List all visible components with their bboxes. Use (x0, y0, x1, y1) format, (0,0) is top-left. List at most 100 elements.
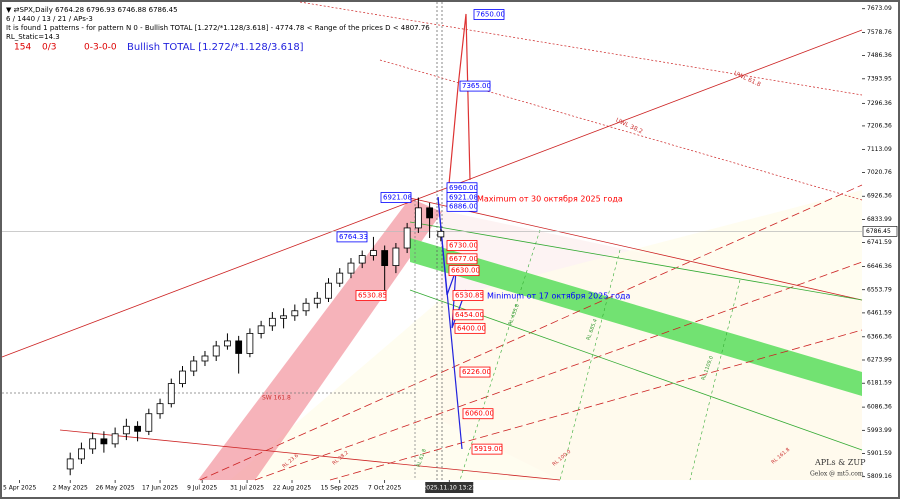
fork-line (329, 329, 863, 481)
x-tick-label: 2025.11.10 13:23 (422, 485, 476, 492)
candle-body (257, 325, 265, 334)
x-tick-label: 17 Jun 2025 (142, 485, 178, 492)
info-line: 6 / 1440 / 13 / 21 / APs-3 (6, 15, 93, 23)
y-tick-label: 5993.99 (867, 427, 892, 434)
projection-line (446, 13, 471, 207)
fork-line (409, 289, 863, 451)
x-tick-label: 2 May 2025 (53, 485, 88, 492)
pitchfork-lines (1, 1, 863, 481)
price-label-box (355, 290, 387, 301)
candle-body (134, 425, 141, 432)
price-label-box (448, 265, 480, 277)
candle-body (426, 207, 433, 219)
fork-line (559, 249, 621, 481)
price-label-box (446, 200, 478, 212)
candle-body (190, 360, 198, 372)
y-tick-label: 6553.79 (867, 286, 892, 293)
candle-body (358, 255, 366, 264)
candle-body (291, 310, 299, 317)
price-label: 6226.00 (462, 368, 491, 376)
y-tick-label: 5901.59 (867, 450, 892, 457)
price-label-box (462, 408, 494, 420)
x-tick-label: 31 Jul 2025 (230, 485, 264, 492)
annotation: APLs & ZUP (814, 458, 866, 467)
y-tick-label: 6461.59 (867, 309, 892, 316)
candle-body (235, 340, 243, 354)
static-line: RL_Static=14.3 (6, 33, 60, 41)
price-label-box (454, 322, 486, 334)
candle-body (414, 207, 422, 229)
candles (66, 197, 445, 476)
price-label-box (380, 192, 412, 203)
x-tick-label: 22 Aug 2025 (273, 485, 312, 492)
price-label: 6400.00 (457, 324, 486, 332)
fork-line (1, 29, 863, 358)
price-label: 6454.00 (455, 311, 484, 319)
green-band (410, 238, 862, 396)
candle-body (201, 355, 209, 362)
price-label: 6921.08 (449, 194, 478, 202)
price-label: 6730.00 (449, 242, 478, 250)
y-tick-label: 6741.59 (867, 239, 892, 246)
price-label: 7365.00 (462, 82, 491, 90)
fork-line (459, 229, 541, 481)
y-tick-label: 6926.36 (867, 193, 892, 200)
price-label: 6060.00 (465, 410, 494, 418)
candle-body (167, 383, 175, 405)
x-tick-label: 26 May 2025 (96, 485, 135, 492)
code: 0-3-0-0 (84, 43, 117, 53)
y-tick-label: 6366.36 (867, 333, 892, 340)
y-tick-label: 7393.95 (867, 75, 892, 82)
candle-body (246, 332, 254, 354)
candle-body (224, 340, 231, 347)
candle-body (66, 458, 74, 470)
price-label: 6530.85 (455, 292, 484, 300)
candle-body (302, 302, 310, 312)
candle-body (268, 317, 276, 327)
y-tick-label: 7578.76 (867, 29, 892, 36)
x-tick-highlight (425, 482, 474, 493)
price-axis (862, 2, 898, 480)
x-tick-label: 9 Jul 2025 (187, 485, 217, 492)
y-tick-label: 5809.16 (867, 473, 892, 480)
y-tick-label: 6181.59 (867, 380, 892, 387)
price-label-box (452, 290, 484, 301)
candle-body (122, 425, 130, 435)
counter: 154 (14, 43, 31, 53)
x-tick-label: 15 Sep 2025 (321, 485, 359, 492)
price-label-box (471, 443, 503, 455)
candle-body (280, 315, 287, 319)
candle-body (100, 438, 108, 445)
candle-body (403, 227, 411, 249)
candle-body (370, 250, 377, 256)
y-tick-label: 7113.09 (867, 146, 892, 153)
annotation: Minimum от 17 октября 2025 года (487, 292, 631, 301)
price-label-box (459, 366, 491, 378)
candle-body (111, 433, 119, 445)
candle-body (437, 230, 445, 238)
price-label: 6764.33 (339, 233, 368, 241)
price-label-box (452, 309, 484, 321)
candle-body (78, 448, 85, 460)
annotation: Gelox @ mt5.com (810, 471, 864, 478)
fork-line (59, 429, 561, 481)
candle-body (89, 438, 97, 450)
candle-body (179, 370, 186, 384)
candle-body (392, 247, 400, 266)
price-label: 6960.00 (449, 184, 478, 192)
y-tick-label: 6086.36 (867, 404, 892, 411)
y-tick-label: 6646.36 (867, 263, 892, 270)
price-label-box (446, 253, 478, 265)
symbol-line: ▼ ⇄SPX,Daily 6764.28 6796.93 6746.88 678… (6, 6, 178, 14)
x-tick-label: 5 Apr 2025 (3, 485, 36, 492)
pattern-name: Bullish TOTAL [1.272/*1.128/3.618] (127, 42, 304, 53)
price-label-box (459, 80, 491, 92)
y-tick-label: 7486.36 (867, 52, 892, 59)
last-price-box (862, 226, 898, 237)
candle-body (156, 403, 164, 415)
price-label-box (336, 231, 368, 243)
candle-body (145, 413, 153, 432)
pattern-line: It is found 1 patterns - for pattern N 0… (6, 24, 430, 32)
